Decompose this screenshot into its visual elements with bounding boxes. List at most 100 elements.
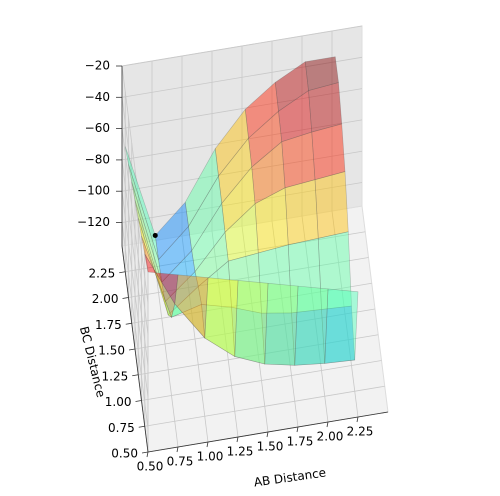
surface-patch	[254, 187, 289, 254]
surface-patch	[164, 271, 199, 316]
surface-patch	[287, 237, 322, 314]
surface-patch	[324, 288, 359, 364]
z-tick-label: −40	[85, 90, 110, 104]
x-axis-label: AB Distance	[253, 466, 327, 490]
surface-patch	[257, 244, 292, 314]
surface-patch	[304, 56, 339, 92]
grid-line	[121, 182, 363, 223]
tick-mark	[296, 426, 299, 433]
x-tick-label: 1.00	[197, 450, 224, 464]
tick-mark	[122, 297, 129, 299]
x-tick-label: 1.50	[257, 440, 284, 454]
surface-patch	[137, 218, 173, 319]
surface-patch	[221, 166, 256, 233]
tick-mark	[128, 348, 136, 351]
tick-mark	[236, 436, 239, 443]
surface-patch	[251, 141, 286, 205]
surface-patch	[171, 303, 206, 339]
surface-patch	[204, 277, 239, 357]
surface-patch	[264, 282, 299, 366]
axis-line	[121, 245, 149, 453]
z-tick-label: −20	[85, 59, 110, 73]
surface-patch	[141, 236, 176, 319]
x-tick-label: 0.75	[167, 455, 194, 469]
y-axis-label: BC Distance	[77, 325, 108, 399]
tick-mark	[266, 431, 269, 438]
surface-patch	[234, 280, 269, 365]
y-tick-label: 2.00	[92, 292, 119, 306]
z-tick-label: −80	[85, 152, 110, 166]
surface-patch	[184, 147, 219, 228]
z-tick-label: −60	[85, 121, 110, 135]
grid-line	[121, 128, 149, 335]
surface-patch	[128, 164, 163, 283]
surface-patch	[308, 82, 343, 133]
surface-patch	[161, 249, 196, 303]
grid-line	[141, 360, 382, 401]
x-tick-label: 2.00	[317, 430, 344, 444]
grid-line	[121, 88, 363, 130]
surface-patch	[201, 304, 236, 358]
grid-line	[121, 119, 363, 161]
surface-patch	[274, 61, 309, 112]
y-tick-label: 1.00	[105, 395, 132, 409]
surface-patch	[154, 201, 189, 261]
tick-mark	[125, 322, 132, 325]
surface-patch	[231, 306, 266, 365]
surface-patch	[158, 225, 193, 283]
tick-mark	[326, 421, 329, 428]
x-tick-label: 0.50	[137, 460, 164, 474]
surface-patch	[314, 171, 349, 239]
x-tick-label: 1.25	[227, 445, 254, 459]
surface-patch	[278, 90, 313, 143]
z-tick-label: −100	[77, 184, 110, 198]
tick-mark	[138, 425, 145, 428]
y-tick-label: 1.50	[98, 344, 125, 358]
tick-mark	[176, 446, 179, 453]
surface-patch	[227, 252, 262, 314]
y-tick-label: 0.50	[111, 447, 138, 461]
surface-patch	[291, 309, 326, 366]
surface-patch	[167, 285, 202, 318]
tick-mark	[356, 416, 359, 423]
tick-mark	[141, 451, 149, 454]
axis-line	[147, 411, 389, 453]
surface-patch	[191, 202, 226, 273]
surface-patch	[131, 182, 166, 302]
grid-line	[121, 159, 149, 366]
surface-patch	[188, 175, 223, 252]
y-tick-label: 1.25	[102, 369, 129, 383]
grid-line	[131, 282, 372, 324]
grid-line	[121, 191, 149, 398]
surface-patch	[281, 131, 316, 189]
surface-patch	[174, 274, 209, 339]
grid-line	[144, 385, 385, 427]
marker-point	[152, 232, 158, 238]
x-tick-label: 1.75	[287, 435, 314, 449]
z-tick-label: −120	[77, 215, 110, 229]
grid-line	[121, 65, 149, 273]
surface-patch	[218, 137, 253, 205]
grid-line	[121, 25, 363, 67]
surface-patch	[144, 253, 179, 305]
tick-mark	[206, 441, 209, 448]
surface-patch	[134, 200, 169, 316]
tick-mark	[146, 451, 149, 458]
grid-line	[134, 308, 376, 350]
grid-line	[121, 97, 149, 304]
surface-patch	[224, 203, 259, 262]
y-tick-label: 0.75	[108, 421, 135, 435]
surface-patch	[214, 108, 249, 177]
surface-patch	[194, 231, 229, 288]
grid-line	[121, 150, 363, 192]
grid-line	[125, 231, 366, 273]
grid-line	[128, 257, 369, 298]
tick-mark	[135, 400, 142, 402]
tick-mark	[119, 271, 126, 274]
grid-line	[121, 222, 149, 429]
y-tick-label: 2.25	[89, 266, 116, 280]
surface-patch	[294, 285, 329, 366]
y-tick-label: 1.75	[95, 318, 122, 332]
surface-patch	[197, 260, 232, 308]
